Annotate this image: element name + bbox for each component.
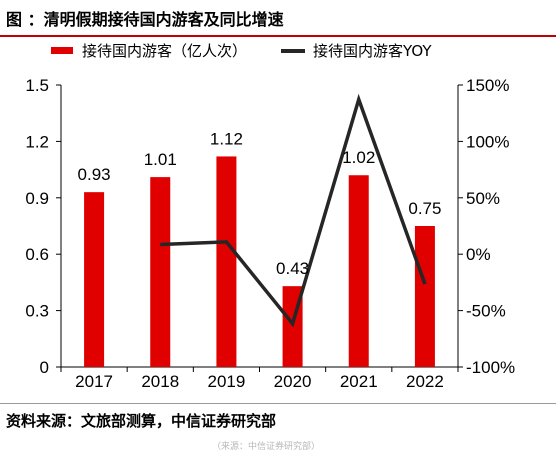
x-tick-label: 2017 bbox=[75, 372, 113, 391]
bar-series bbox=[84, 156, 435, 367]
y-left-tick-label: 1.2 bbox=[25, 132, 49, 151]
legend-label-bar: 接待国内游客（亿人次） bbox=[82, 42, 247, 60]
title-rule bbox=[0, 35, 556, 37]
y-left-tick-label: 0.3 bbox=[25, 302, 49, 321]
x-tick-label: 2020 bbox=[274, 372, 312, 391]
bar bbox=[348, 175, 369, 367]
y-left-tick-label: 1.5 bbox=[25, 76, 49, 95]
y-right-tick-label: 100% bbox=[466, 132, 509, 151]
legend-label-line: 接待国内游客YOY bbox=[313, 42, 432, 60]
bar-data-label: 1.02 bbox=[342, 148, 375, 167]
y-left-tick-label: 0 bbox=[40, 358, 49, 377]
figure-title: 图 ：清明假期接待国内游客及同比增速 bbox=[6, 10, 284, 29]
chart-axes: 0 0.3 0.6 0.9 1.2 1.5 -100% -50% 0% 50% 100% 150% 20… bbox=[25, 76, 515, 391]
watermark: （来源：中信证券研究部） bbox=[212, 442, 321, 452]
y-left-tick-label: 0.9 bbox=[25, 189, 49, 208]
y-right-tick-label: -100% bbox=[466, 358, 515, 377]
chart-legend: 接待国内游客（亿人次） 接待国内游客YOY bbox=[51, 42, 432, 60]
bar-data-label: 1.12 bbox=[210, 129, 243, 148]
x-tick-label: 2019 bbox=[208, 372, 246, 391]
bar-data-label: 0.43 bbox=[276, 259, 309, 278]
x-tick-label: 2018 bbox=[141, 372, 179, 391]
x-tick-label: 2022 bbox=[406, 372, 444, 391]
bar bbox=[84, 192, 105, 367]
x-tick-label: 2021 bbox=[340, 372, 378, 391]
line-series bbox=[160, 93, 427, 328]
y-left-tick-label: 0.6 bbox=[25, 245, 49, 264]
chart: 接待国内游客（亿人次） 接待国内游客YOY 0 0.3 0.6 0.9 1.2 1.5 -10… bbox=[25, 42, 515, 391]
source-rule bbox=[0, 403, 556, 404]
bar-data-label: 0.93 bbox=[78, 165, 111, 184]
bar bbox=[216, 156, 237, 367]
bar-data-label: 0.75 bbox=[408, 199, 441, 218]
source-note: 资料来源：文旅部测算，中信证券研究部 bbox=[6, 412, 277, 430]
bar-data-label: 1.01 bbox=[144, 150, 177, 169]
y-right-tick-label: 50% bbox=[466, 189, 500, 208]
figure-header: 图 ：清明假期接待国内游客及同比增速 bbox=[0, 0, 556, 38]
bar bbox=[150, 177, 171, 367]
y-right-tick-label: 150% bbox=[466, 76, 509, 95]
bar bbox=[414, 226, 435, 367]
y-right-tick-label: 0% bbox=[466, 245, 491, 264]
y-right-tick-label: -50% bbox=[466, 302, 506, 321]
data-labels: 0.93 1.01 1.12 0.43 1.02 0.75 bbox=[78, 129, 442, 278]
legend-swatch-bar bbox=[51, 47, 73, 54]
